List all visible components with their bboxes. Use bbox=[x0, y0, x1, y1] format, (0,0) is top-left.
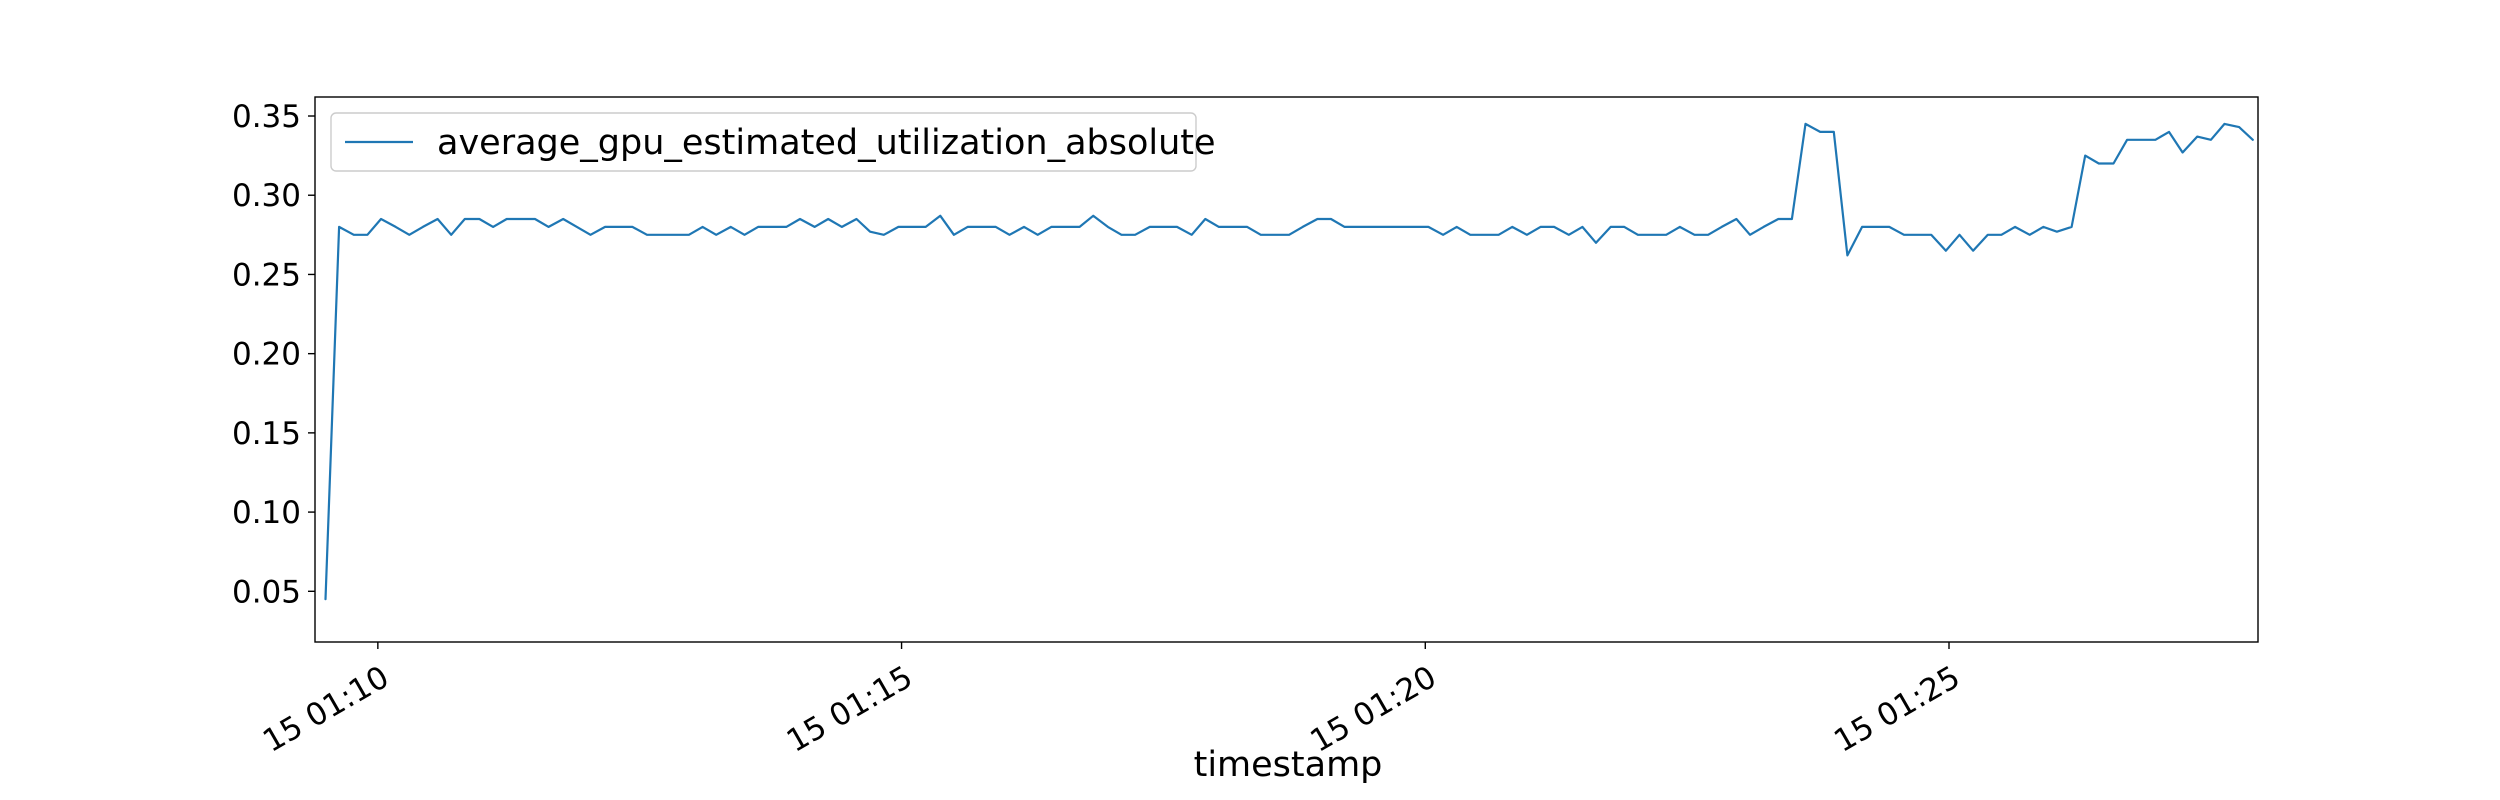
series-line bbox=[324, 122, 2254, 601]
axes-frame bbox=[314, 96, 2259, 643]
axes: 0.05 0.10 0.15 0.20 0.25 0.30 0.35 15 01:10 15 0… bbox=[232, 96, 2259, 760]
x-tick-label: 15 01:15 bbox=[781, 659, 919, 759]
y-tick-label: 0.05 bbox=[232, 574, 301, 610]
legend: average_gpu_estimated_utilization_absolu… bbox=[330, 112, 1216, 172]
legend-label: average_gpu_estimated_utilization_absolu… bbox=[437, 123, 1216, 163]
x-axis-title: timestamp bbox=[1194, 745, 1383, 785]
legend-box bbox=[330, 112, 1197, 172]
y-tick-label: 0.15 bbox=[232, 416, 301, 452]
x-tick-label: 15 01:10 bbox=[257, 659, 395, 759]
y-tick-label: 0.30 bbox=[232, 178, 301, 214]
y-tick-label: 0.20 bbox=[232, 337, 301, 373]
y-tick-label: 0.10 bbox=[232, 495, 301, 531]
y-tick-label: 0.25 bbox=[232, 257, 301, 293]
plot-area bbox=[324, 122, 2254, 601]
x-tick-label: 15 01:25 bbox=[1828, 659, 1966, 759]
y-tick-label: 0.35 bbox=[232, 99, 301, 135]
